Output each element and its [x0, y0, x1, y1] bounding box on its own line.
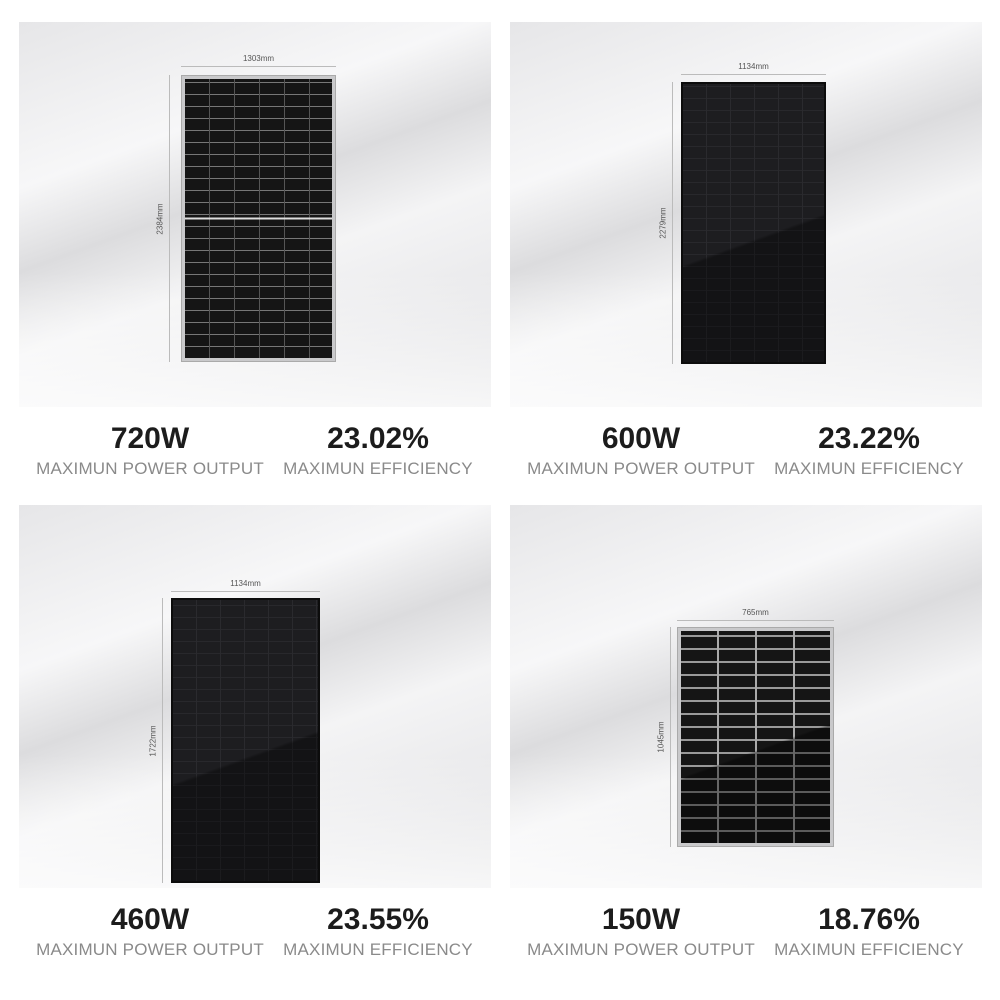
power-value: 460W — [110, 903, 190, 936]
efficiency-label: MAXIMUN EFFICIENCY — [774, 940, 964, 959]
product-card-150w: 765mm 1045mm 150W MAXIMUN POWER OUTPUT 18… — [510, 505, 982, 972]
power-label: MAXIMUN POWER OUTPUT — [527, 940, 755, 959]
solar-panel-image — [171, 598, 320, 883]
width-dimension: 1303mm — [181, 54, 336, 67]
solar-panel-image — [677, 627, 834, 847]
height-dimension: 2384mm — [156, 75, 170, 362]
power-label: MAXIMUN POWER OUTPUT — [527, 459, 755, 478]
efficiency-value: 23.02% — [327, 422, 429, 455]
efficiency-label: MAXIMUN EFFICIENCY — [774, 459, 964, 478]
power-label: MAXIMUN POWER OUTPUT — [36, 459, 264, 478]
width-dimension: 1134mm — [681, 62, 826, 75]
efficiency-value: 18.76% — [818, 903, 920, 936]
stats-bar: 600W MAXIMUN POWER OUTPUT 23.22% MAXIMUN E… — [510, 407, 982, 491]
product-card-720w: 1303mm 2384mm 720W MAXIMUN POWER OUTPUT 2… — [19, 22, 491, 491]
efficiency-value: 23.55% — [327, 903, 429, 936]
efficiency-label: MAXIMUN EFFICIENCY — [283, 459, 473, 478]
power-label: MAXIMUN POWER OUTPUT — [36, 940, 264, 959]
power-value: 600W — [601, 422, 681, 455]
stats-bar: 720W MAXIMUN POWER OUTPUT 23.02% MAXIMUN E… — [19, 407, 491, 491]
height-dimension: 1045mm — [657, 627, 671, 847]
height-dimension: 1722mm — [149, 598, 163, 883]
height-dimension: 2279mm — [659, 82, 673, 364]
power-value: 720W — [110, 422, 190, 455]
power-value: 150W — [601, 903, 681, 936]
width-dimension: 1134mm — [171, 579, 320, 592]
width-dimension: 765mm — [677, 608, 834, 621]
efficiency-label: MAXIMUN EFFICIENCY — [283, 940, 473, 959]
efficiency-value: 23.22% — [818, 422, 920, 455]
solar-panel-image — [181, 75, 336, 362]
product-card-600w: 1134mm 2279mm 600W MAXIMUN POWER OUTPUT 2… — [510, 22, 982, 491]
product-card-460w: 1134mm 1722mm 460W MAXIMUN POWER OUTPUT 2… — [19, 505, 491, 972]
stats-bar: 150W MAXIMUN POWER OUTPUT 18.76% MAXIMUN E… — [510, 888, 982, 972]
stats-bar: 460W MAXIMUN POWER OUTPUT 23.55% MAXIMUN E… — [19, 888, 491, 972]
solar-panel-image — [681, 82, 826, 364]
